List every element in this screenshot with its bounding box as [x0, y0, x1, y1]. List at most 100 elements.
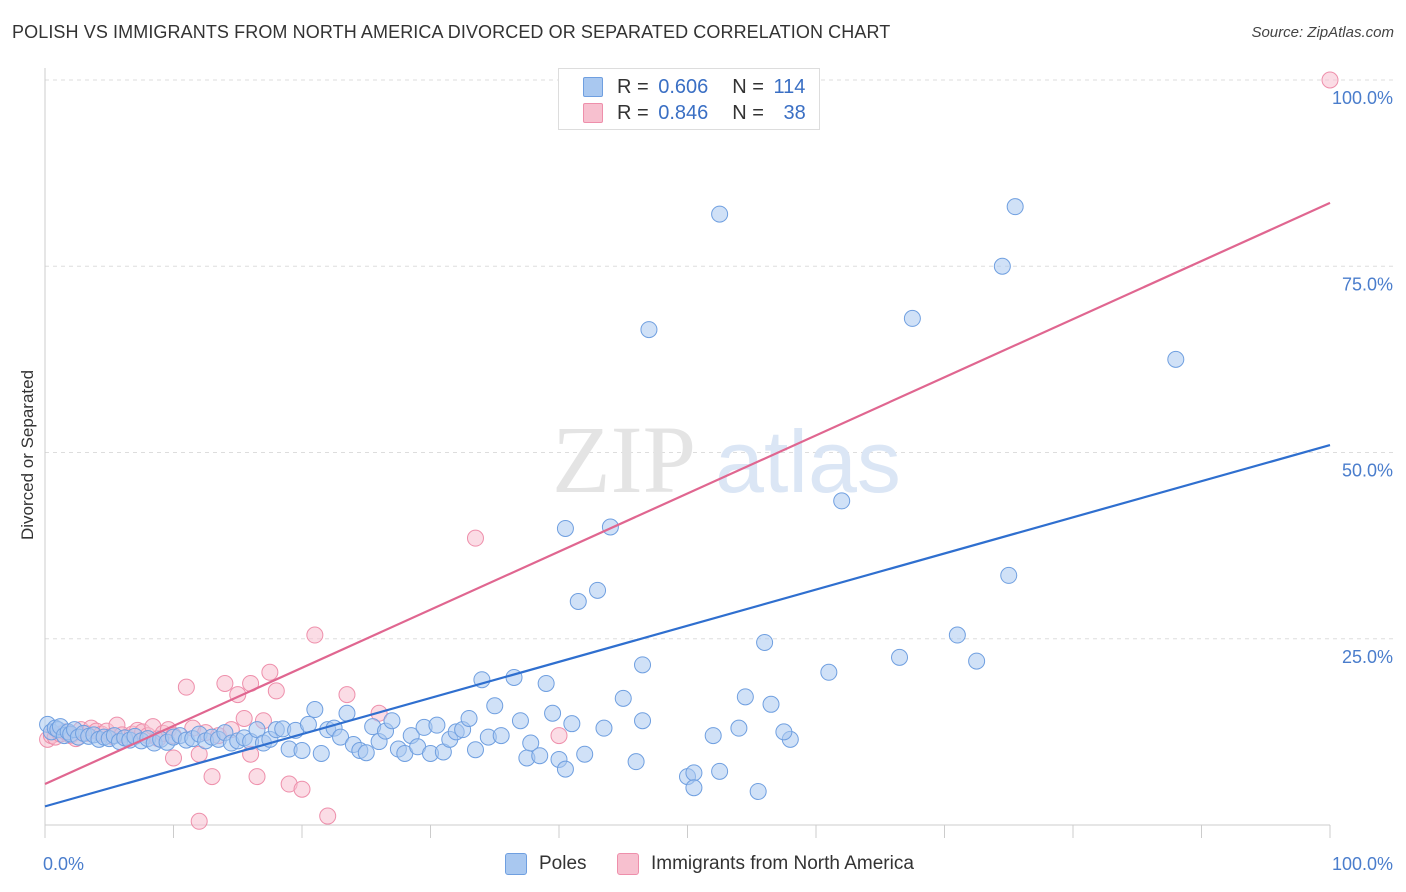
poles-point	[576, 745, 594, 763]
immigrants-trendline	[44, 201, 1331, 786]
immigrants-point	[177, 678, 195, 696]
immigrants-point	[190, 812, 208, 830]
chart-source: Source: ZipAtlas.com	[1251, 24, 1394, 41]
y-tick-label: 100.0%	[1332, 88, 1393, 108]
legend-n-label: N =	[732, 75, 764, 98]
poles-point	[589, 581, 607, 599]
x-tick-label: 0.0%	[43, 854, 84, 874]
poles-point	[775, 723, 793, 741]
poles-point	[762, 695, 780, 713]
poles-point	[993, 257, 1011, 275]
poles-trendline	[44, 443, 1331, 808]
poles-point	[820, 663, 838, 681]
poles-point	[306, 701, 324, 719]
immigrants-point	[216, 674, 234, 692]
poles-point	[492, 727, 510, 745]
poles-point	[948, 626, 966, 644]
chart-title: POLISH VS IMMIGRANTS FROM NORTH AMERICA …	[12, 22, 891, 42]
legend-row-immigrants: R = 0.846 N = 38	[583, 100, 806, 126]
poles-point	[544, 704, 562, 722]
poles-point	[556, 760, 574, 778]
legend-swatch-immigrants	[583, 103, 603, 123]
legend: R = 0.606 N = 114 R = 0.846 N = 38	[558, 68, 820, 130]
immigrants-point	[235, 709, 253, 727]
poles-point	[640, 321, 658, 339]
legend-n-label: N =	[732, 101, 764, 124]
poles-point	[563, 715, 581, 733]
poles-point	[357, 744, 375, 762]
x-tick-label: 100.0%	[1332, 854, 1393, 874]
immigrants-point	[306, 626, 324, 644]
immigrants-point	[203, 768, 221, 786]
poles-point	[634, 712, 652, 730]
poles-point	[685, 764, 703, 782]
poles-point	[537, 674, 555, 692]
watermark-zip: ZIP	[552, 406, 696, 513]
poles-point	[312, 744, 330, 762]
poles-point	[1000, 566, 1018, 584]
poles-point	[293, 742, 311, 759]
immigrants-point	[165, 749, 182, 767]
legend-n-value: 38	[783, 101, 806, 124]
immigrants-point	[550, 727, 568, 745]
poles-point	[730, 719, 748, 737]
poles-point	[531, 747, 549, 765]
poles-point	[486, 697, 504, 715]
poles-point	[1167, 350, 1185, 368]
legend-r-label: R =	[617, 101, 649, 124]
immigrants-point	[293, 780, 311, 798]
immigrants-point	[1321, 71, 1339, 89]
y-tick-label: 25.0%	[1342, 647, 1393, 667]
poles-point	[736, 688, 754, 706]
poles-point	[756, 633, 774, 651]
watermark: ZIP atlas	[552, 406, 901, 513]
immigrants-point	[319, 807, 337, 825]
poles-point	[511, 712, 529, 730]
bottom-legend-poles: Poles	[505, 852, 587, 876]
poles-point	[903, 309, 921, 327]
poles-point	[749, 782, 767, 800]
poles-points	[39, 198, 1185, 800]
bottom-legend-immigrants-label: Immigrants from North America	[651, 853, 914, 874]
poles-point	[383, 712, 401, 730]
poles-point	[711, 205, 729, 223]
immigrants-point	[261, 663, 279, 681]
poles-point	[704, 727, 722, 745]
axes	[44, 68, 1331, 838]
legend-r-label: R =	[617, 75, 649, 98]
legend-row-poles: R = 0.606 N = 114	[583, 74, 805, 100]
trendlines	[44, 201, 1331, 808]
bottom-swatch-poles	[505, 853, 527, 875]
poles-point	[595, 719, 613, 737]
poles-point	[466, 741, 484, 759]
poles-point	[968, 652, 986, 670]
poles-point	[627, 753, 645, 771]
poles-point	[556, 519, 574, 537]
watermark-atlas: atlas	[715, 412, 901, 511]
poles-point	[685, 779, 703, 797]
poles-point	[614, 689, 632, 707]
y-tick-label: 50.0%	[1342, 461, 1393, 481]
bottom-swatch-immigrants	[617, 853, 639, 875]
poles-point	[634, 656, 652, 674]
tick-labels: 25.0% 50.0% 75.0% 100.0% 0.0% 100.0%	[43, 88, 1393, 874]
poles-point	[891, 648, 909, 666]
poles-point	[569, 593, 587, 610]
poles-point	[833, 492, 851, 510]
legend-r-value: 0.606	[658, 75, 709, 98]
y-axis-label: Divorced or Separated	[18, 370, 37, 540]
legend-swatch-poles	[583, 77, 603, 97]
legend-n-value: 114	[773, 75, 806, 98]
immigrants-point	[248, 768, 266, 786]
immigrants-point	[267, 682, 285, 700]
poles-point	[460, 709, 478, 727]
poles-point	[332, 728, 350, 746]
poles-point	[522, 734, 540, 752]
poles-point	[1006, 198, 1024, 216]
immigrants-point	[466, 529, 484, 547]
poles-point	[711, 762, 729, 780]
legend-r-value: 0.846	[658, 101, 709, 124]
bottom-legend-poles-label: Poles	[539, 853, 587, 874]
bottom-legend-immigrants: Immigrants from North America	[617, 852, 914, 876]
